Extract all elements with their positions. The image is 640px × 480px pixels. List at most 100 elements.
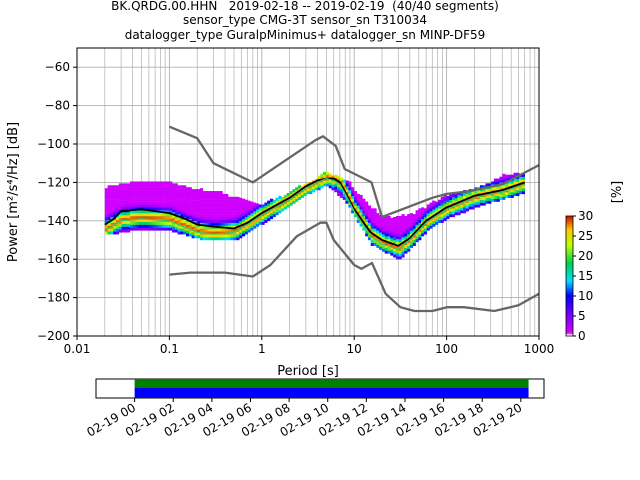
psd-histogram-cell — [258, 210, 262, 214]
psd-histogram-cell — [491, 198, 495, 202]
psd-histogram-cell — [116, 219, 120, 223]
psd-histogram-cell — [393, 234, 397, 238]
psd-histogram-cell — [454, 206, 458, 210]
psd-histogram-cell — [471, 206, 475, 210]
psd-histogram-cell — [169, 221, 173, 225]
psd-histogram-cell — [113, 219, 117, 223]
psd-histogram-cell — [435, 218, 439, 222]
psd-histogram-cell — [118, 200, 122, 204]
psd-histogram-cell — [138, 187, 142, 191]
psd-histogram-cell — [144, 213, 148, 217]
psd-histogram-cell — [138, 190, 142, 194]
psd-histogram-cell — [155, 201, 159, 205]
psd-histogram-cell — [337, 178, 341, 182]
psd-histogram-cell — [149, 216, 153, 220]
psd-histogram-cell — [415, 236, 419, 240]
chart-title-line-2: sensor_type CMG-3T sensor_sn T310034 — [182, 13, 428, 27]
psd-histogram-cell — [127, 206, 131, 210]
psd-histogram-cell — [116, 231, 120, 235]
psd-histogram-cell — [188, 233, 192, 237]
psd-histogram-cell — [191, 189, 195, 193]
psd-histogram-cell — [121, 217, 125, 221]
psd-histogram-cell — [460, 210, 464, 214]
psd-histogram-cell — [451, 211, 456, 215]
psd-histogram-cell — [376, 224, 380, 228]
psd-histogram-cell — [239, 209, 243, 213]
colorbar-segment — [566, 330, 573, 333]
psd-histogram-cell — [149, 227, 153, 231]
psd-histogram-cell — [367, 216, 372, 221]
psd-histogram-cell — [348, 190, 352, 194]
psd-histogram-cell — [157, 204, 162, 208]
psd-histogram-cell — [197, 212, 201, 216]
psd-histogram-cell — [353, 202, 358, 206]
psd-histogram-cell — [174, 183, 178, 187]
psd-histogram-cell — [149, 224, 153, 228]
psd-histogram-cell — [384, 221, 388, 225]
psd-histogram-cell — [144, 216, 148, 220]
psd-histogram-cell — [443, 203, 447, 207]
psd-histogram-cell — [418, 222, 422, 226]
colorbar-segment — [566, 278, 573, 281]
psd-histogram-cell — [135, 195, 139, 199]
psd-histogram-cell — [239, 229, 243, 233]
psd-histogram-cell — [418, 234, 422, 238]
psd-histogram-cell — [127, 223, 131, 227]
psd-histogram-cell — [141, 204, 145, 208]
psd-histogram-cell — [163, 221, 167, 225]
psd-histogram-cell — [124, 194, 128, 198]
psd-histogram-cell — [188, 210, 192, 214]
psd-histogram-cell — [387, 236, 391, 240]
psd-histogram-cell — [488, 197, 492, 201]
psd-histogram-cell — [432, 220, 436, 224]
psd-histogram-cell — [365, 221, 369, 225]
psd-histogram-cell — [281, 205, 285, 209]
psd-histogram-cell — [113, 208, 117, 212]
psd-histogram-cell — [465, 202, 470, 206]
psd-histogram-cell — [211, 202, 215, 206]
psd-histogram-cell — [395, 230, 400, 234]
psd-histogram-cell — [365, 213, 369, 217]
psd-histogram-cell — [177, 225, 181, 229]
psd-histogram-cell — [208, 211, 212, 215]
psd-histogram-cell — [230, 205, 234, 209]
psd-histogram-cell — [219, 216, 223, 221]
psd-histogram-cell — [519, 191, 523, 195]
psd-histogram-cell — [183, 202, 187, 206]
psd-histogram-cell — [379, 223, 383, 227]
psd-histogram-cell — [454, 197, 458, 201]
psd-histogram-cell — [370, 234, 374, 238]
psd-histogram-cell — [393, 245, 397, 249]
psd-histogram-cell — [496, 187, 500, 191]
psd-histogram-cell — [393, 222, 397, 226]
colorbar-segment — [566, 218, 573, 221]
psd-histogram-cell — [127, 197, 131, 201]
psd-histogram-cell — [488, 200, 492, 204]
psd-histogram-cell — [393, 240, 397, 244]
psd-histogram-cell — [127, 189, 131, 193]
psd-histogram-cell — [289, 199, 293, 203]
psd-histogram-cell — [381, 225, 386, 229]
colorbar-segment — [566, 276, 573, 279]
psd-histogram-cell — [107, 193, 111, 197]
psd-histogram-cell — [239, 206, 243, 210]
psd-histogram-cell — [127, 220, 131, 224]
psd-histogram-cell — [127, 229, 131, 233]
psd-histogram-cell — [454, 194, 458, 198]
psd-histogram-cell — [157, 187, 162, 191]
psd-histogram-cell — [110, 202, 114, 206]
psd-histogram-cell — [423, 208, 428, 212]
psd-histogram-cell — [359, 215, 363, 219]
psd-histogram-cell — [225, 216, 229, 221]
psd-histogram-cell — [230, 234, 234, 238]
colorbar-segment — [566, 296, 573, 299]
psd-histogram-cell — [362, 201, 366, 205]
psd-histogram-cell — [146, 216, 150, 220]
psd-histogram-cell — [387, 216, 391, 220]
psd-histogram-cell — [390, 246, 394, 250]
psd-histogram-cell — [239, 197, 243, 201]
psd-histogram-cell — [155, 216, 159, 220]
psd-histogram-cell — [379, 246, 383, 250]
psd-histogram-cell — [166, 198, 170, 202]
psd-histogram-cell — [166, 201, 170, 205]
